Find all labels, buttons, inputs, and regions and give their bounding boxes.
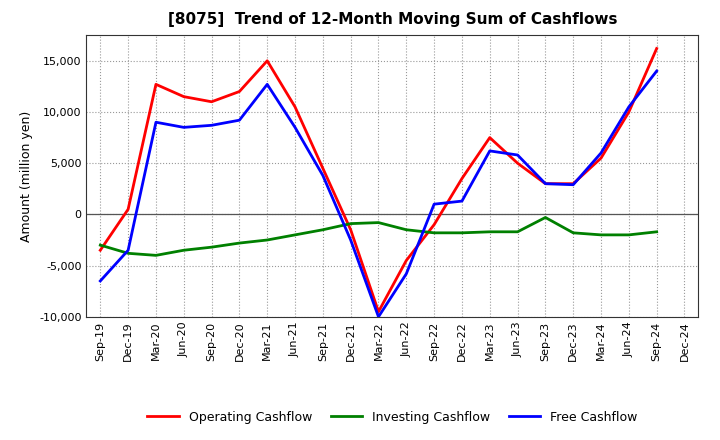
Investing Cashflow <box>652 229 661 235</box>
Free Cashflow <box>263 82 271 87</box>
Investing Cashflow <box>374 220 383 225</box>
Investing Cashflow <box>152 253 161 258</box>
Free Cashflow <box>402 271 410 276</box>
Free Cashflow <box>291 125 300 130</box>
Investing Cashflow <box>597 232 606 238</box>
Free Cashflow <box>235 117 243 123</box>
Free Cashflow <box>485 148 494 154</box>
Investing Cashflow <box>318 227 327 232</box>
Free Cashflow <box>207 123 216 128</box>
Operating Cashflow <box>430 222 438 227</box>
Free Cashflow <box>541 181 550 186</box>
Free Cashflow <box>152 120 161 125</box>
Investing Cashflow <box>96 242 104 248</box>
Operating Cashflow <box>569 181 577 186</box>
Free Cashflow <box>179 125 188 130</box>
Free Cashflow <box>430 202 438 207</box>
Operating Cashflow <box>458 176 467 181</box>
Operating Cashflow <box>124 207 132 212</box>
Investing Cashflow <box>513 229 522 235</box>
Operating Cashflow <box>402 258 410 263</box>
Line: Operating Cashflow: Operating Cashflow <box>100 48 657 312</box>
Free Cashflow <box>597 150 606 156</box>
Free Cashflow <box>124 248 132 253</box>
Y-axis label: Amount (million yen): Amount (million yen) <box>20 110 34 242</box>
Free Cashflow <box>624 104 633 110</box>
Line: Investing Cashflow: Investing Cashflow <box>100 217 657 255</box>
Operating Cashflow <box>597 155 606 161</box>
Operating Cashflow <box>318 166 327 171</box>
Investing Cashflow <box>458 230 467 235</box>
Free Cashflow <box>569 182 577 187</box>
Investing Cashflow <box>624 232 633 238</box>
Operating Cashflow <box>263 58 271 63</box>
Investing Cashflow <box>124 251 132 256</box>
Investing Cashflow <box>235 240 243 246</box>
Operating Cashflow <box>541 181 550 186</box>
Legend: Operating Cashflow, Investing Cashflow, Free Cashflow: Operating Cashflow, Investing Cashflow, … <box>143 406 642 429</box>
Investing Cashflow <box>485 229 494 235</box>
Operating Cashflow <box>207 99 216 104</box>
Free Cashflow <box>513 152 522 158</box>
Free Cashflow <box>346 237 355 242</box>
Investing Cashflow <box>263 237 271 242</box>
Investing Cashflow <box>207 245 216 250</box>
Free Cashflow <box>458 198 467 204</box>
Free Cashflow <box>652 68 661 73</box>
Operating Cashflow <box>652 46 661 51</box>
Investing Cashflow <box>179 248 188 253</box>
Investing Cashflow <box>291 232 300 238</box>
Line: Free Cashflow: Free Cashflow <box>100 71 657 317</box>
Investing Cashflow <box>569 230 577 235</box>
Investing Cashflow <box>346 221 355 226</box>
Free Cashflow <box>96 279 104 284</box>
Free Cashflow <box>318 173 327 178</box>
Title: [8075]  Trend of 12-Month Moving Sum of Cashflows: [8075] Trend of 12-Month Moving Sum of C… <box>168 12 617 27</box>
Investing Cashflow <box>430 230 438 235</box>
Operating Cashflow <box>624 110 633 115</box>
Operating Cashflow <box>179 94 188 99</box>
Operating Cashflow <box>513 161 522 166</box>
Operating Cashflow <box>291 104 300 110</box>
Operating Cashflow <box>374 309 383 314</box>
Operating Cashflow <box>235 89 243 94</box>
Operating Cashflow <box>96 248 104 253</box>
Investing Cashflow <box>541 215 550 220</box>
Operating Cashflow <box>152 82 161 87</box>
Free Cashflow <box>374 314 383 319</box>
Operating Cashflow <box>346 227 355 232</box>
Operating Cashflow <box>485 135 494 140</box>
Investing Cashflow <box>402 227 410 232</box>
